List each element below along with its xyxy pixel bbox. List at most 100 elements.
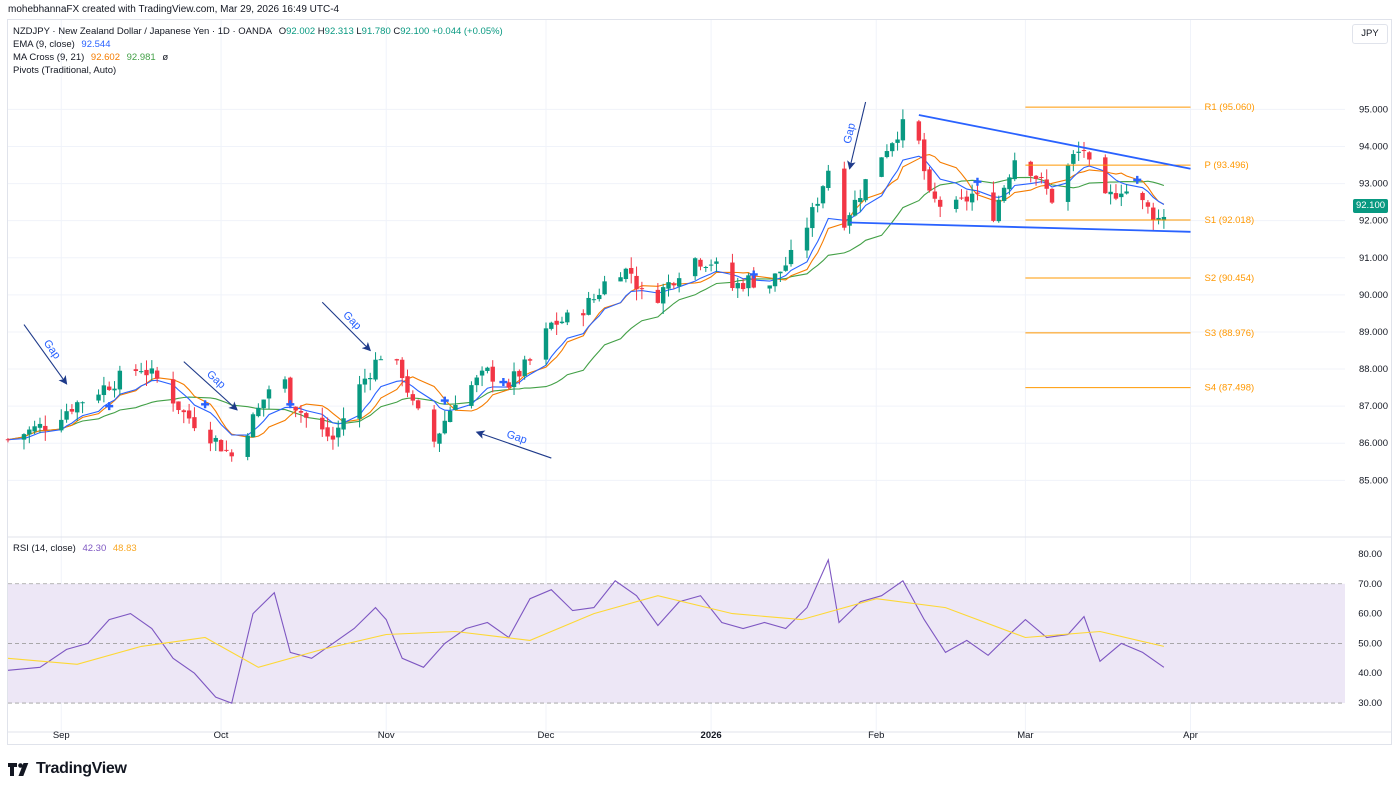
candle-body (107, 386, 112, 390)
pivot-label: S3 (88.976) (1205, 328, 1255, 339)
gap-label-group: Gap (340, 309, 363, 332)
candle-body (730, 262, 735, 289)
candle-body (937, 199, 943, 207)
candle-body (186, 410, 192, 419)
candle-body (1087, 152, 1092, 160)
symbol-legend: NZDJPY · New Zealand Dollar / Japanese Y… (13, 26, 507, 37)
rsi-axis-label: 30.00 (1358, 698, 1382, 709)
pivot-label: S4 (87.498) (1205, 383, 1255, 394)
candle-body (527, 359, 533, 361)
candle-body (565, 312, 570, 323)
time-axis-label: Nov (378, 730, 395, 741)
candle-body (154, 370, 160, 379)
footer-brand[interactable]: TradingView (8, 759, 127, 779)
candle-body (469, 385, 474, 406)
price-axis-label: 86.000 (1359, 438, 1388, 449)
candle-body (511, 371, 517, 388)
candle-body (133, 369, 139, 371)
candle-body (991, 192, 996, 221)
candle-body (629, 267, 634, 274)
candle-body (1161, 216, 1167, 221)
ma-cross-legend[interactable]: MA Cross (9, 21) 92.602 92.981 ø (13, 52, 172, 63)
candle-body (639, 288, 645, 290)
trendline (918, 114, 1191, 170)
candle-body (96, 394, 101, 401)
candle-body (804, 227, 810, 251)
candle-body (69, 409, 75, 412)
candle-body (362, 378, 368, 385)
ema-legend[interactable]: EMA (9, close) 92.544 (13, 39, 114, 50)
rsi-axis-label: 70.00 (1358, 579, 1382, 590)
candle-body (378, 359, 384, 361)
pivot-label: R1 (95.060) (1205, 102, 1255, 113)
gap-arrow (23, 324, 68, 385)
gap-label: Gap (41, 338, 63, 362)
candle-body (660, 287, 666, 304)
gap-label-group: Gap (505, 428, 529, 446)
gap-label-group: Gap (842, 122, 859, 145)
candle-body (479, 370, 485, 376)
candle-body (245, 435, 250, 457)
gap-arrow (183, 361, 238, 411)
ohlc-change: +0.044 (+0.05%) (431, 26, 503, 37)
candle-body (879, 157, 884, 177)
candle-body (671, 283, 677, 286)
candle-body (1081, 150, 1087, 152)
time-axis-label: Mar (1017, 730, 1033, 741)
candle-body (218, 440, 224, 452)
candle-body (1007, 177, 1012, 190)
candle-body (59, 419, 64, 431)
ma-cross-marker (201, 400, 210, 409)
candle-body (1145, 202, 1151, 207)
candle-body (517, 370, 522, 377)
price-axis-label: 85.000 (1359, 475, 1388, 486)
candle-body (330, 435, 336, 440)
candle-body (852, 199, 858, 216)
candle-body (703, 267, 708, 269)
gap-label: Gap (842, 122, 859, 145)
candle-body (623, 268, 629, 280)
candle-body (751, 275, 756, 288)
rsi-ma-line (7, 595, 1165, 668)
candle-body (64, 411, 69, 420)
ma-cross-marker (1133, 175, 1142, 184)
rsi-legend[interactable]: RSI (14, close) 42.30 48.83 (13, 543, 141, 554)
candle-body (767, 285, 772, 289)
tradingview-logo-icon (8, 762, 29, 776)
candle-body (969, 193, 975, 203)
ma-cross-marker (440, 396, 449, 405)
candle-body (229, 452, 234, 457)
candle-body (591, 299, 597, 301)
symbol-title[interactable]: NZDJPY · New Zealand Dollar / Japanese Y… (13, 26, 273, 37)
candle-body (927, 169, 932, 191)
candle-body (1044, 179, 1049, 189)
gap-label: Gap (340, 309, 363, 332)
candle-body (506, 382, 511, 388)
candle-body (1028, 161, 1033, 176)
candle-body (1065, 165, 1071, 202)
ma-cross-value-fast: 92.602 (90, 52, 120, 63)
candle-body (1071, 154, 1076, 164)
pivots-legend[interactable]: Pivots (Traditional, Auto) (13, 65, 120, 76)
price-axis-label: 87.000 (1359, 401, 1388, 412)
candle-body (37, 423, 43, 428)
candle-body (5, 439, 11, 441)
ma-cross-marker (973, 177, 982, 186)
ma-cross-value-slow: 92.981 (126, 52, 156, 63)
gap-arrow (321, 301, 371, 352)
candle-body (43, 425, 48, 431)
price-axis-label: 94.000 (1359, 141, 1388, 152)
candle-body (740, 283, 746, 290)
candle-body (735, 283, 740, 289)
price-axis-label: 91.000 (1359, 253, 1388, 264)
ma-cross-slow-line (7, 176, 1165, 441)
candle-body (549, 322, 554, 329)
currency-button[interactable]: JPY (1352, 24, 1388, 44)
candle-body (1039, 177, 1044, 179)
trendline (849, 221, 1191, 233)
ma-cross-marker (105, 402, 114, 411)
candle-body (261, 399, 266, 409)
candle-body (921, 139, 927, 172)
